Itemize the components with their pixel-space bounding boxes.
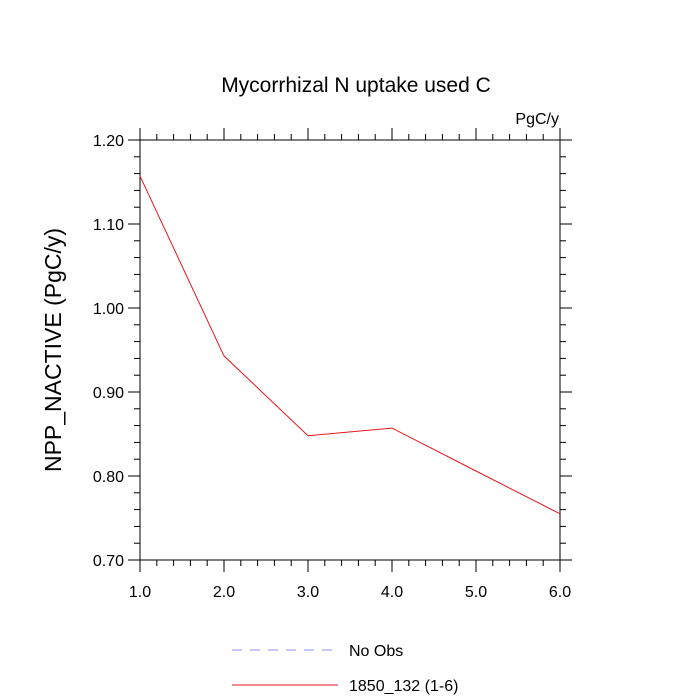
y-tick-label: 1.00 [93,301,124,318]
y-axis-ticks: 0.70 0.80 0.90 1.00 1.10 1.20 [93,133,572,570]
legend-label: 1850_132 (1-6) [349,678,458,695]
y-tick-label: 0.70 [93,553,124,570]
legend: No Obs 1850_132 (1-6) [232,643,458,695]
y-tick-label: 0.80 [93,469,124,486]
x-tick-label: 3.0 [297,584,319,601]
legend-label: No Obs [349,643,403,660]
x-tick-label: 1.0 [129,584,151,601]
y-tick-label: 1.10 [93,217,124,234]
y-tick-label: 0.90 [93,385,124,402]
x-tick-label: 5.0 [465,584,487,601]
x-tick-label: 2.0 [213,584,235,601]
plot-frame [139,139,561,561]
series-layer [139,175,561,515]
x-tick-label: 4.0 [381,584,403,601]
x-tick-label: 6.0 [549,584,571,601]
series-line [139,175,561,515]
y-tick-label: 1.20 [93,133,124,150]
chart-title: Mycorrhizal N uptake used C [221,74,491,97]
y-axis-label: NPP_NACTIVE (PgC/y) [40,228,66,472]
x-axis-ticks: 1.0 2.0 3.0 4.0 5.0 6.0 [129,128,571,601]
units-label: PgC/y [515,111,559,128]
